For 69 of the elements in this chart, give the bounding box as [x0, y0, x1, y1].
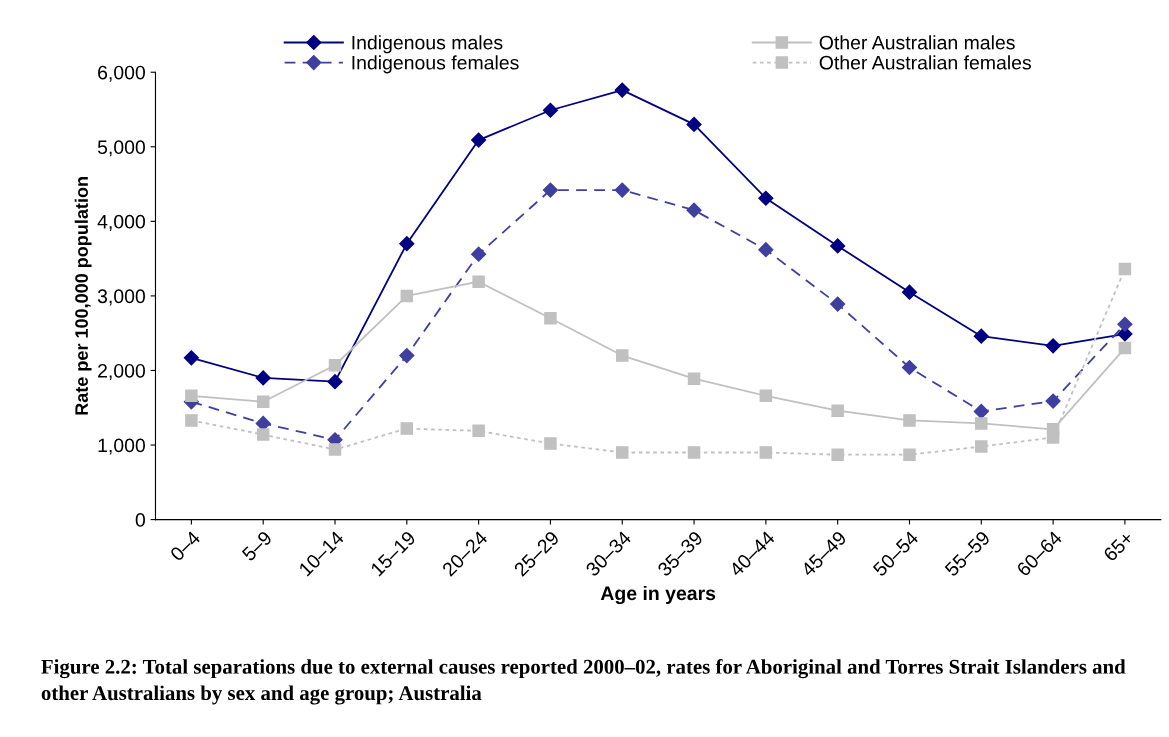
point: [400, 289, 414, 303]
point: [255, 370, 271, 386]
point: [399, 347, 415, 364]
point: [183, 350, 199, 366]
point: [831, 404, 844, 417]
point: [328, 358, 342, 372]
point: [327, 374, 343, 390]
point: [255, 415, 271, 431]
point: [615, 446, 629, 459]
legend-label: Indigenous males: [352, 35, 503, 54]
point: [686, 202, 702, 218]
point: [901, 284, 918, 300]
point: [973, 403, 989, 420]
point: [472, 424, 485, 438]
point: [328, 443, 342, 456]
point: [399, 236, 415, 252]
point: [1118, 262, 1132, 276]
point: [686, 116, 702, 132]
y-tick-label: 5,000: [97, 140, 145, 157]
point: [615, 349, 629, 362]
point: [544, 312, 557, 325]
point: [830, 238, 846, 254]
point: [544, 437, 557, 450]
point: [185, 414, 198, 427]
point: [903, 414, 916, 427]
point: [1045, 338, 1061, 354]
y-axis-title: Rate per 100,000 population: [74, 177, 92, 415]
point: [614, 182, 630, 198]
point: [973, 328, 989, 344]
point: [901, 359, 918, 376]
point: [759, 389, 773, 403]
y-tick-label: 2,000: [98, 363, 145, 380]
point: [1118, 341, 1132, 355]
y-tick-label: 1,000: [98, 438, 145, 455]
point: [830, 296, 846, 312]
point: [1045, 393, 1061, 409]
point: [758, 190, 774, 206]
x-tick-label: 0–4: [169, 530, 202, 562]
point: [400, 422, 414, 435]
point: [1117, 316, 1133, 332]
point: [903, 448, 916, 461]
caption: Figure 2.2: Total separations due to external causes reported 2000–02, rates for Aboriginal and Torres Strait Islanders and other Australians by sex and age group; Australia: [41, 658, 1126, 705]
y-tick-label: 6,000: [98, 65, 145, 82]
point: [759, 446, 773, 459]
y-tick-label: 3,000: [97, 289, 145, 306]
legend-label: Other Australian females: [819, 55, 1031, 70]
point: [975, 417, 988, 430]
point: [614, 82, 630, 98]
point: [185, 389, 198, 403]
legend-label: Indigenous females: [352, 55, 519, 74]
point: [975, 440, 988, 453]
point: [471, 246, 487, 262]
point: [831, 448, 844, 461]
point: [1046, 431, 1060, 444]
point: [471, 132, 487, 148]
x-axis-title: Age in years: [600, 585, 716, 605]
point: [687, 372, 701, 385]
point: [687, 446, 701, 459]
x-tick-label: 5–9: [241, 530, 273, 562]
x-tick-label: 65+: [1102, 530, 1135, 563]
point: [542, 102, 559, 118]
point: [758, 242, 774, 258]
legend-label: Other Australian males: [819, 35, 1015, 50]
point: [256, 395, 270, 409]
point: [472, 275, 485, 288]
point: [256, 428, 270, 441]
y-tick-label: 4,000: [97, 214, 145, 231]
point: [542, 182, 559, 198]
y-tick-label: 0: [135, 513, 145, 527]
